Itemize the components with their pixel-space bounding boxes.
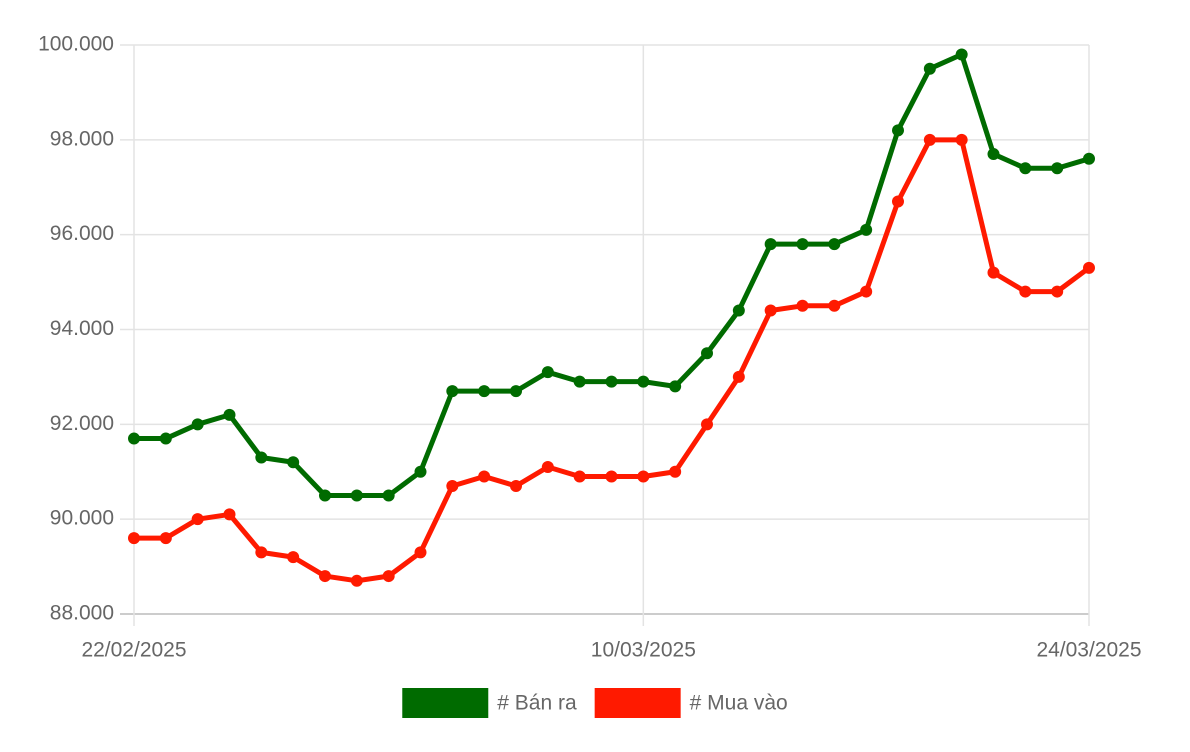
x-tick-label: 10/03/2025	[591, 639, 696, 662]
point	[701, 347, 713, 360]
point	[1019, 285, 1032, 298]
point	[669, 465, 682, 478]
point	[860, 285, 873, 298]
point	[510, 385, 522, 398]
point	[987, 148, 1000, 161]
point	[159, 432, 172, 445]
point	[255, 546, 268, 559]
point	[796, 238, 809, 251]
legend-swatch	[594, 688, 681, 718]
point	[987, 266, 1000, 279]
point	[223, 508, 236, 521]
point	[923, 133, 936, 146]
point	[128, 532, 140, 545]
legend-label: # Bán ra	[497, 692, 577, 715]
legend-swatch	[402, 688, 489, 718]
point	[605, 375, 618, 388]
point	[732, 304, 745, 317]
point	[350, 489, 363, 502]
y-tick-label: 94.000	[50, 317, 114, 340]
point	[287, 456, 300, 469]
point	[764, 238, 777, 251]
point	[605, 470, 618, 483]
point	[669, 380, 682, 393]
point	[478, 385, 491, 398]
legend-item: # Mua vào	[594, 688, 788, 718]
point	[414, 465, 427, 478]
point	[923, 62, 936, 75]
legend-label: # Mua vào	[690, 692, 788, 715]
point	[191, 418, 204, 431]
point	[573, 470, 586, 483]
point	[319, 570, 331, 583]
point	[955, 48, 968, 61]
point	[159, 532, 172, 545]
point	[350, 574, 363, 587]
point	[255, 451, 268, 464]
legend: # Bán ra # Mua vào	[402, 688, 788, 718]
point	[573, 375, 586, 388]
line	[134, 51, 1090, 498]
y-tick-label: 88.000	[50, 602, 114, 625]
point	[541, 461, 554, 474]
y-tick-label: 92.000	[50, 412, 114, 435]
y-tick-label: 100.000	[38, 33, 114, 56]
point	[637, 375, 650, 388]
point	[1051, 285, 1064, 298]
point	[796, 299, 809, 312]
point	[1083, 152, 1095, 165]
point	[1051, 162, 1064, 175]
point	[287, 551, 300, 564]
point	[478, 470, 491, 483]
point	[541, 366, 554, 379]
point	[701, 418, 713, 431]
point	[955, 133, 968, 146]
point	[828, 299, 841, 312]
point	[892, 195, 904, 208]
point	[860, 223, 873, 236]
y-tick-label: 90.000	[50, 507, 114, 530]
point	[892, 124, 904, 137]
point	[764, 304, 777, 317]
legend-item: # Bán ra	[402, 688, 577, 718]
point	[510, 479, 522, 492]
x-tick-label: 22/02/2025	[81, 639, 186, 662]
y-tick-label: 98.000	[50, 127, 114, 150]
point	[828, 238, 841, 251]
point	[382, 489, 395, 502]
point	[446, 385, 459, 398]
point	[732, 370, 745, 383]
point	[414, 546, 427, 559]
point	[1083, 261, 1095, 274]
point	[1019, 162, 1032, 175]
y-tick-label: 96.000	[50, 222, 114, 245]
point	[191, 513, 204, 526]
point	[223, 408, 236, 421]
x-tick-label: 24/03/2025	[1036, 639, 1141, 662]
point	[446, 479, 459, 492]
point	[637, 470, 650, 483]
line	[134, 137, 1091, 584]
point	[128, 432, 140, 445]
point	[382, 570, 395, 583]
point	[319, 489, 331, 502]
